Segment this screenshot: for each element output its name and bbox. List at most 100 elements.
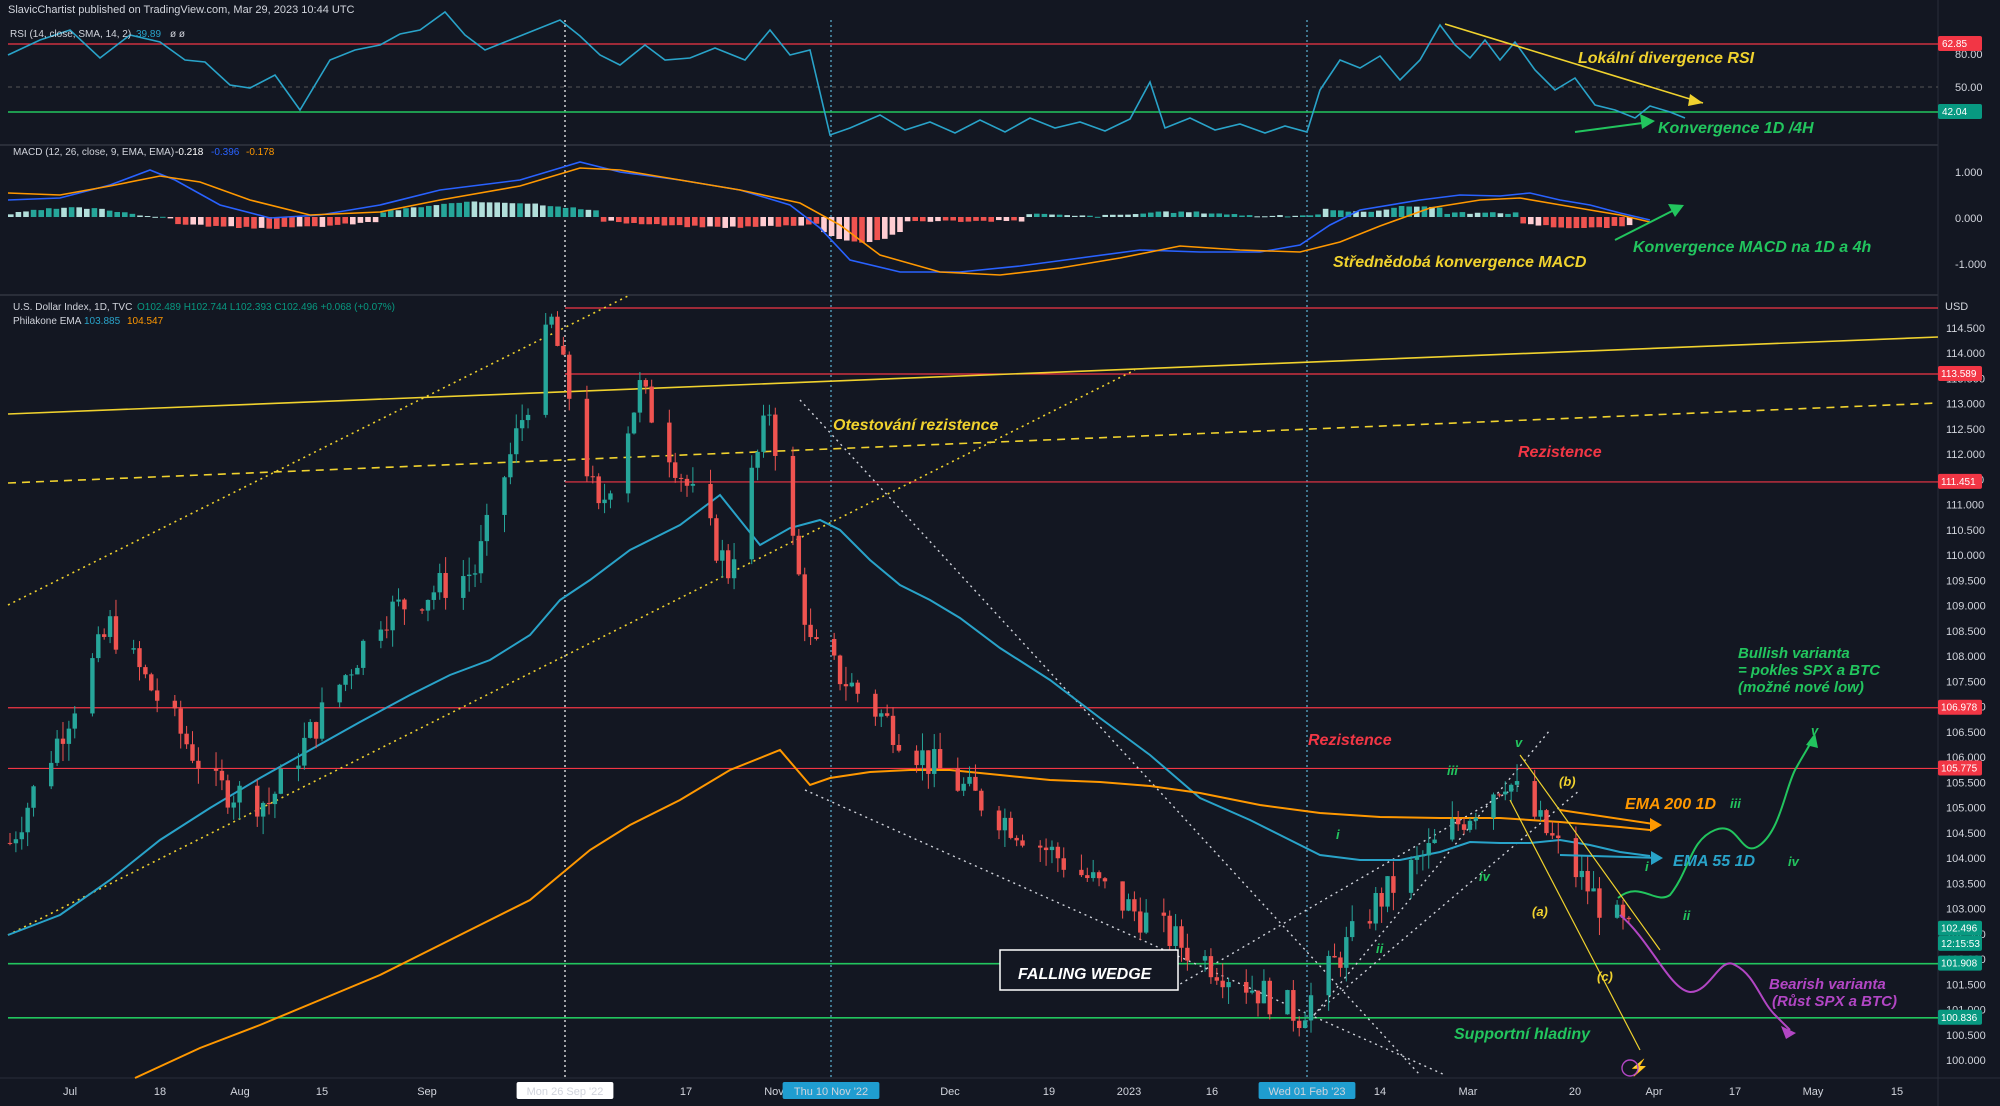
price-axis-label: 107.500 — [1946, 676, 1986, 688]
candle-body — [101, 634, 107, 637]
candle-body — [996, 810, 1002, 831]
candle-body — [396, 599, 401, 602]
price-axis-label: 104.500 — [1946, 828, 1986, 840]
macd-histogram-bar — [479, 202, 485, 217]
candle-body — [472, 573, 478, 575]
candle-body — [1408, 859, 1414, 893]
candle-body — [667, 422, 672, 463]
candle-body — [1414, 856, 1420, 860]
macd-histogram-bar — [737, 217, 744, 228]
price-axis-label: 104.000 — [1946, 853, 1986, 865]
macd-histogram-bar — [281, 217, 288, 227]
candle-body — [96, 634, 101, 659]
price-axis-label: 114.000 — [1946, 348, 1985, 360]
macd-histogram-bar — [654, 217, 660, 225]
rsi-legend-value: 39.89 — [136, 29, 161, 40]
macd-value-1: -0.218 — [175, 147, 204, 158]
candle-body — [466, 574, 472, 577]
candle-body — [814, 637, 819, 639]
macd-histogram-bar — [1110, 214, 1116, 217]
macd-histogram-bar — [30, 209, 37, 217]
candle-body — [796, 535, 802, 575]
candle-body — [1426, 843, 1431, 856]
macd-histogram-bar — [350, 217, 356, 225]
macd-histogram-bar — [1208, 213, 1215, 217]
label-ema55: EMA 55 1D — [1673, 853, 1756, 870]
macd-histogram-bar — [988, 217, 994, 222]
candle-body — [478, 541, 484, 574]
macd-histogram-bar — [76, 207, 82, 217]
label-bearish-title: Bearish varianta — [1769, 976, 1886, 993]
time-axis[interactable]: Jul 18 Aug 15 Sep Mon 26 Sep '22 17 Nov Thu 10 N… — [63, 1082, 1903, 1099]
candle-body — [855, 682, 860, 694]
macd-histogram-bar — [1148, 212, 1154, 217]
macd-histogram-bar — [1186, 212, 1192, 217]
macd-histogram-bar — [1064, 215, 1070, 217]
candle-body — [649, 386, 654, 423]
candle-body — [890, 715, 896, 745]
macd-histogram-bar — [699, 217, 706, 228]
ema-55-line — [7, 493, 1651, 936]
macd-histogram-bar — [471, 201, 478, 217]
macd-histogram-bar — [122, 212, 128, 217]
candle-body — [678, 477, 684, 479]
macd-histogram-bar — [433, 205, 440, 217]
macd-histogram-bar — [1163, 211, 1169, 217]
macd-histogram-bar — [1543, 217, 1549, 226]
macd-histogram-bar — [114, 212, 120, 217]
candle-body — [461, 576, 466, 598]
rsi-tag-bg — [1938, 104, 1982, 119]
candle-body — [1244, 982, 1249, 993]
candle-body — [25, 807, 30, 833]
price-tag-bg — [1938, 935, 1982, 951]
macd-histogram-bar — [1474, 212, 1481, 217]
lightning-icon[interactable]: ⚡ — [1629, 1058, 1649, 1077]
candle-body — [973, 776, 978, 791]
macd-histogram-bar — [418, 207, 424, 217]
candle-body — [19, 832, 24, 840]
macd-histogram-bar — [783, 217, 789, 226]
macd-histogram-bar — [1421, 206, 1428, 217]
macd-histogram-bar — [1588, 217, 1595, 228]
macd-histogram-bar — [882, 217, 888, 239]
candle-body — [1143, 912, 1149, 933]
candle-body — [272, 793, 278, 805]
macd-histogram-bar — [289, 217, 295, 228]
candle-body — [932, 749, 937, 774]
macd-histogram-bar — [1284, 216, 1291, 218]
candle-body — [1049, 846, 1055, 851]
time-axis-label: Jul — [63, 1086, 77, 1098]
macd-histogram-bar — [1079, 215, 1086, 217]
macd-histogram-bar — [684, 217, 690, 228]
bullish-arrowhead — [1806, 733, 1818, 748]
price-axis-label: 109.000 — [1946, 601, 1986, 613]
macd-histogram-bar — [236, 217, 242, 229]
wedge-lower-line — [804, 789, 1446, 1076]
macd-histogram-bar — [859, 217, 865, 243]
candle-body — [684, 478, 690, 486]
macd-histogram-bar — [1292, 215, 1298, 217]
candle-body — [1126, 899, 1131, 911]
candle-body — [1308, 995, 1314, 1021]
macd-histogram-bar — [904, 217, 911, 222]
price-axis-label: 114.500 — [1946, 323, 1985, 335]
macd-histogram-bar — [1467, 213, 1473, 217]
price-axis-label: 103.500 — [1946, 878, 1986, 890]
macd-histogram-bar — [532, 203, 538, 217]
candle-body — [1120, 881, 1125, 911]
candle-body — [914, 750, 919, 766]
macd-histogram-bar — [692, 217, 698, 226]
price-axis-label: 101.500 — [1946, 979, 1986, 991]
macd-histogram-bar — [1360, 211, 1367, 217]
price-axis-label: 110.500 — [1946, 525, 1985, 537]
candle-body — [1338, 957, 1343, 968]
candle-body — [484, 514, 490, 542]
price-axis-label: 111.000 — [1946, 500, 1984, 512]
candle-body — [561, 345, 566, 355]
price-axis[interactable]: 114.500114.000113.500113.000112.500112.0… — [1946, 323, 1986, 1067]
macd-histogram-bar — [1216, 213, 1222, 217]
macd-histogram-bar — [1368, 211, 1374, 217]
candle-body — [213, 768, 219, 771]
candle-body — [1008, 817, 1013, 838]
